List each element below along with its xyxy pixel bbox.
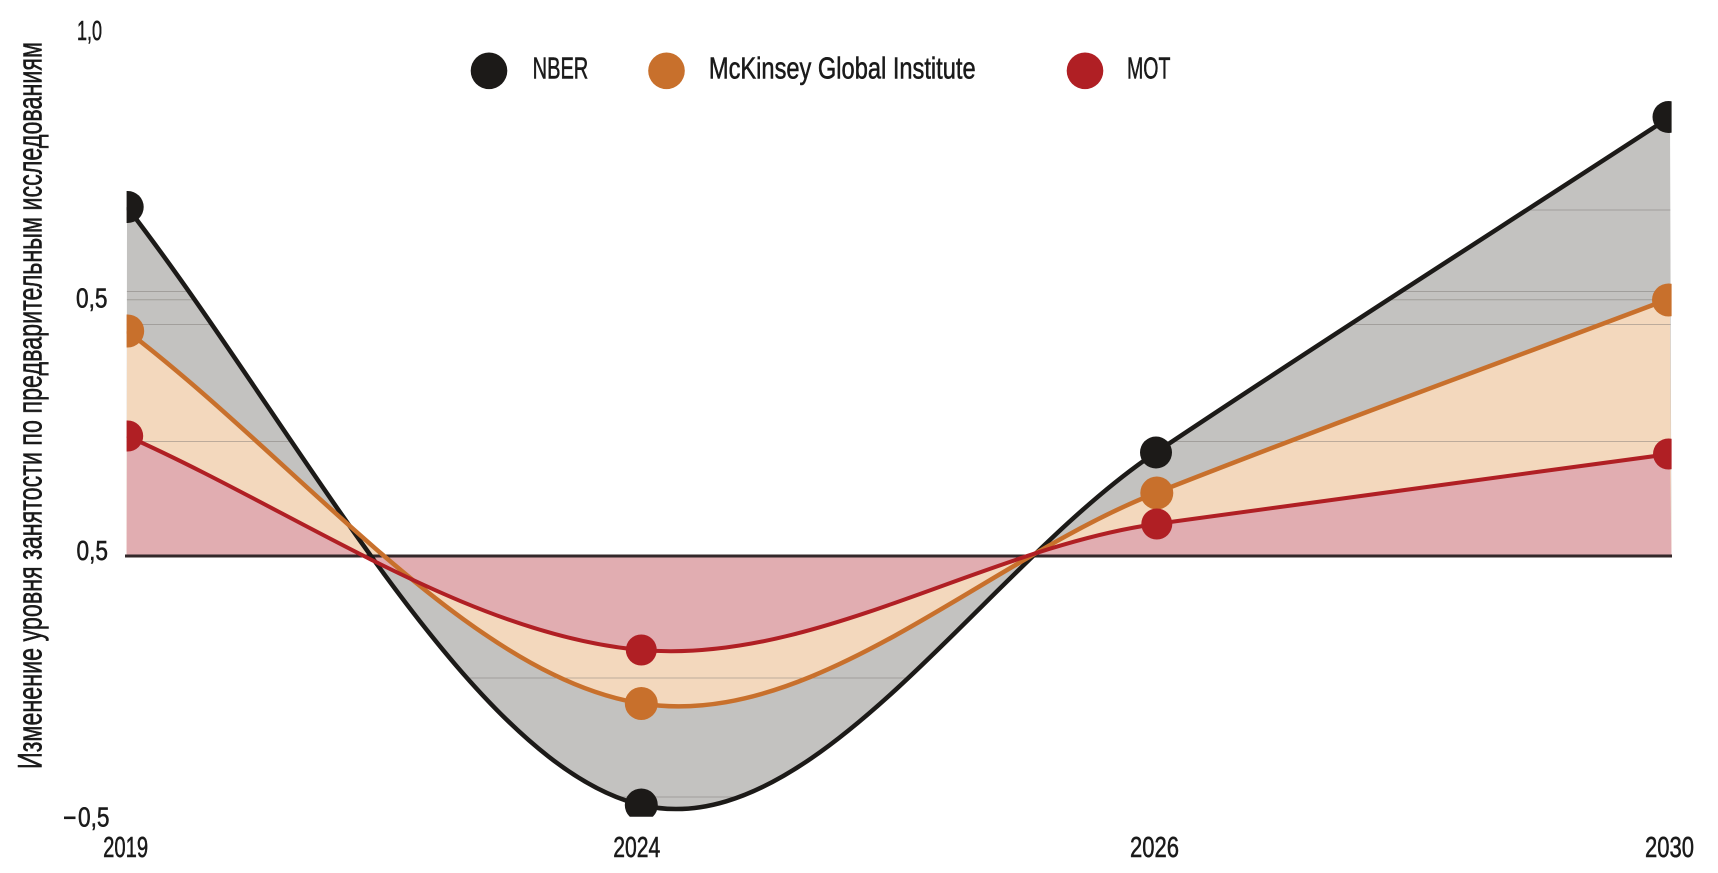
svg-text:2030: 2030	[1645, 832, 1694, 864]
svg-text:0,5: 0,5	[76, 283, 108, 314]
svg-text:0,5: 0,5	[77, 535, 109, 566]
svg-text:2024: 2024	[613, 832, 660, 864]
svg-text:Изменение уровня занятости по: Изменение уровня занятости по предварите…	[12, 42, 50, 769]
svg-text:McKinsey Global Institute: McKinsey Global Institute	[709, 52, 976, 86]
svg-text:0,5: 0,5	[78, 802, 110, 833]
svg-text:1,0: 1,0	[77, 15, 102, 46]
svg-text:NBER: NBER	[533, 52, 589, 86]
svg-text:2019: 2019	[103, 832, 148, 864]
svg-text:2026: 2026	[1130, 832, 1179, 864]
svg-text:МОТ: МОТ	[1127, 52, 1170, 86]
